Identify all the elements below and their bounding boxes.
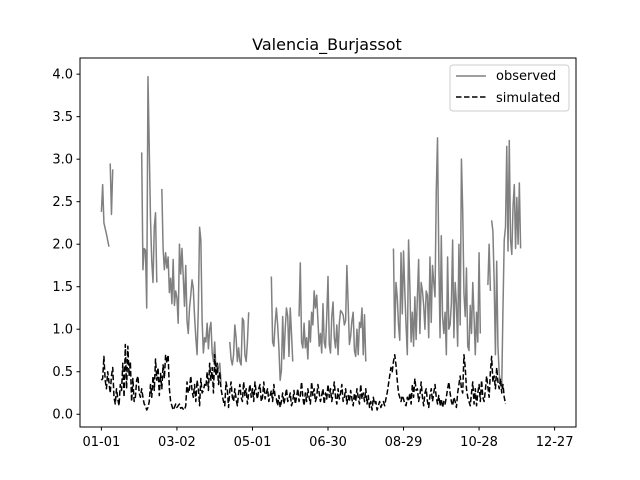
series-line-observed — [109, 163, 114, 216]
x-axis: 01-01 03-02 05-01 06-30 08-29 10-28 12-27 — [83, 427, 574, 450]
x-tick-label: 06-30 — [309, 435, 347, 450]
y-tick-label: 4.0 — [52, 68, 73, 83]
legend-label-simulated: simulated — [496, 91, 560, 106]
x-tick-label: 03-02 — [158, 435, 196, 450]
series-line-observed — [270, 276, 294, 381]
series-line-observed — [487, 243, 492, 291]
y-tick-label: 0.0 — [52, 408, 73, 423]
y-tick-label: 1.0 — [52, 323, 73, 338]
y-tick-label: 2.5 — [52, 195, 73, 210]
x-tick-label: 10-28 — [460, 435, 498, 450]
series-line-observed — [161, 188, 222, 382]
x-tick-label: 12-27 — [536, 435, 574, 450]
x-tick-label: 08-29 — [385, 435, 423, 450]
series-line-observed — [392, 137, 482, 356]
chart-title: Valencia_Burjassot — [252, 35, 402, 55]
y-tick-label: 3.5 — [52, 110, 73, 125]
series-line-simulated — [100, 343, 507, 411]
y-axis: 0.0 0.5 1.0 1.5 2.0 2.5 3.0 3.5 4.0 — [52, 68, 80, 423]
series-line-observed — [298, 262, 367, 362]
series-layer — [100, 75, 522, 411]
y-tick-label: 0.5 — [52, 365, 73, 380]
series-line-observed — [229, 312, 250, 366]
y-tick-label: 2.0 — [52, 238, 73, 253]
series-line-observed — [490, 139, 522, 388]
x-tick-label: 01-01 — [83, 435, 121, 450]
y-tick-label: 1.5 — [52, 280, 73, 295]
legend-label-observed: observed — [496, 69, 556, 84]
y-tick-label: 3.0 — [52, 153, 73, 168]
x-tick-label: 05-01 — [234, 435, 272, 450]
series-line-observed — [140, 75, 158, 309]
legend: observed simulated — [449, 64, 570, 112]
series-line-observed — [100, 183, 110, 247]
